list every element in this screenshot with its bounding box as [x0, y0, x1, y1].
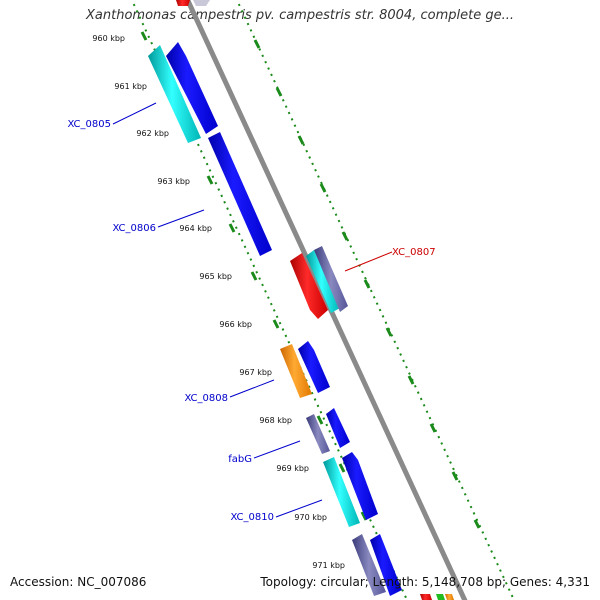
gene-feature-xc0806-blue[interactable]	[208, 132, 272, 256]
ruler-track-right	[235, 0, 515, 600]
topology-summary: Topology: circular; Length: 5,148,708 bp…	[260, 575, 590, 589]
gene-feature-blue-4[interactable]	[326, 408, 350, 448]
right-tick-marks	[253, 39, 481, 529]
label-connector	[275, 499, 323, 518]
gene-feature-slate-top[interactable]	[193, 0, 210, 6]
tick-label: 968 kbp	[259, 416, 292, 425]
label-connector	[157, 209, 205, 228]
gene-feature-orange-bottom[interactable]	[445, 594, 454, 600]
accession-text: Accession: NC_007086	[10, 575, 147, 589]
gene-label[interactable]: XC_0806	[112, 223, 156, 234]
gene-feature-xc0810-cyan[interactable]	[323, 457, 360, 527]
gene-label[interactable]: XC_0805	[67, 119, 111, 130]
tick-label: 967 kbp	[239, 368, 272, 377]
gene-feature-xc0807-red[interactable]	[290, 253, 328, 319]
label-connector	[229, 379, 275, 398]
tick-label: 971 kbp	[312, 561, 345, 570]
gene-feature-red-top[interactable]	[176, 0, 190, 6]
gene-feature-slate-2[interactable]	[314, 246, 348, 312]
gene-feature-xc0808-orange[interactable]	[280, 344, 312, 398]
tick-label: 969 kbp	[276, 464, 309, 473]
gene-feature-slate-bottom[interactable]	[352, 534, 386, 596]
tick-label: 966 kbp	[219, 320, 252, 329]
gene-feature-green-bottom[interactable]	[436, 594, 445, 600]
genome-backbone	[184, 0, 468, 600]
gene-feature-red-bottom[interactable]	[420, 594, 432, 600]
gene-feature-xc0805-cyan[interactable]	[148, 45, 201, 143]
gene-label[interactable]: XC_0808	[184, 393, 228, 404]
tick-label: 963 kbp	[157, 177, 190, 186]
tick-label: 962 kbp	[136, 129, 169, 138]
label-connector	[112, 102, 157, 125]
gene-feature-blue-1[interactable]	[166, 42, 218, 134]
label-connector	[253, 440, 301, 459]
gene-feature-cyan-2[interactable]	[306, 250, 340, 313]
tick-label: 970 kbp	[294, 513, 327, 522]
label-connector	[344, 251, 393, 272]
tick-label: 960 kbp	[92, 34, 125, 43]
tick-label: 961 kbp	[114, 82, 147, 91]
gene-feature-blue-3[interactable]	[298, 341, 330, 393]
tick-label: 964 kbp	[179, 224, 212, 233]
gene-feature-blue-5[interactable]	[342, 452, 378, 520]
gene-feature-fabg-slate[interactable]	[306, 414, 330, 454]
gene-feature-blue-bottom[interactable]	[370, 534, 402, 596]
gene-label[interactable]: XC_0810	[230, 512, 274, 523]
gene-label[interactable]: XC_0807	[392, 247, 436, 258]
gene-label[interactable]: fabG	[228, 454, 252, 465]
tick-label: 965 kbp	[199, 272, 232, 281]
